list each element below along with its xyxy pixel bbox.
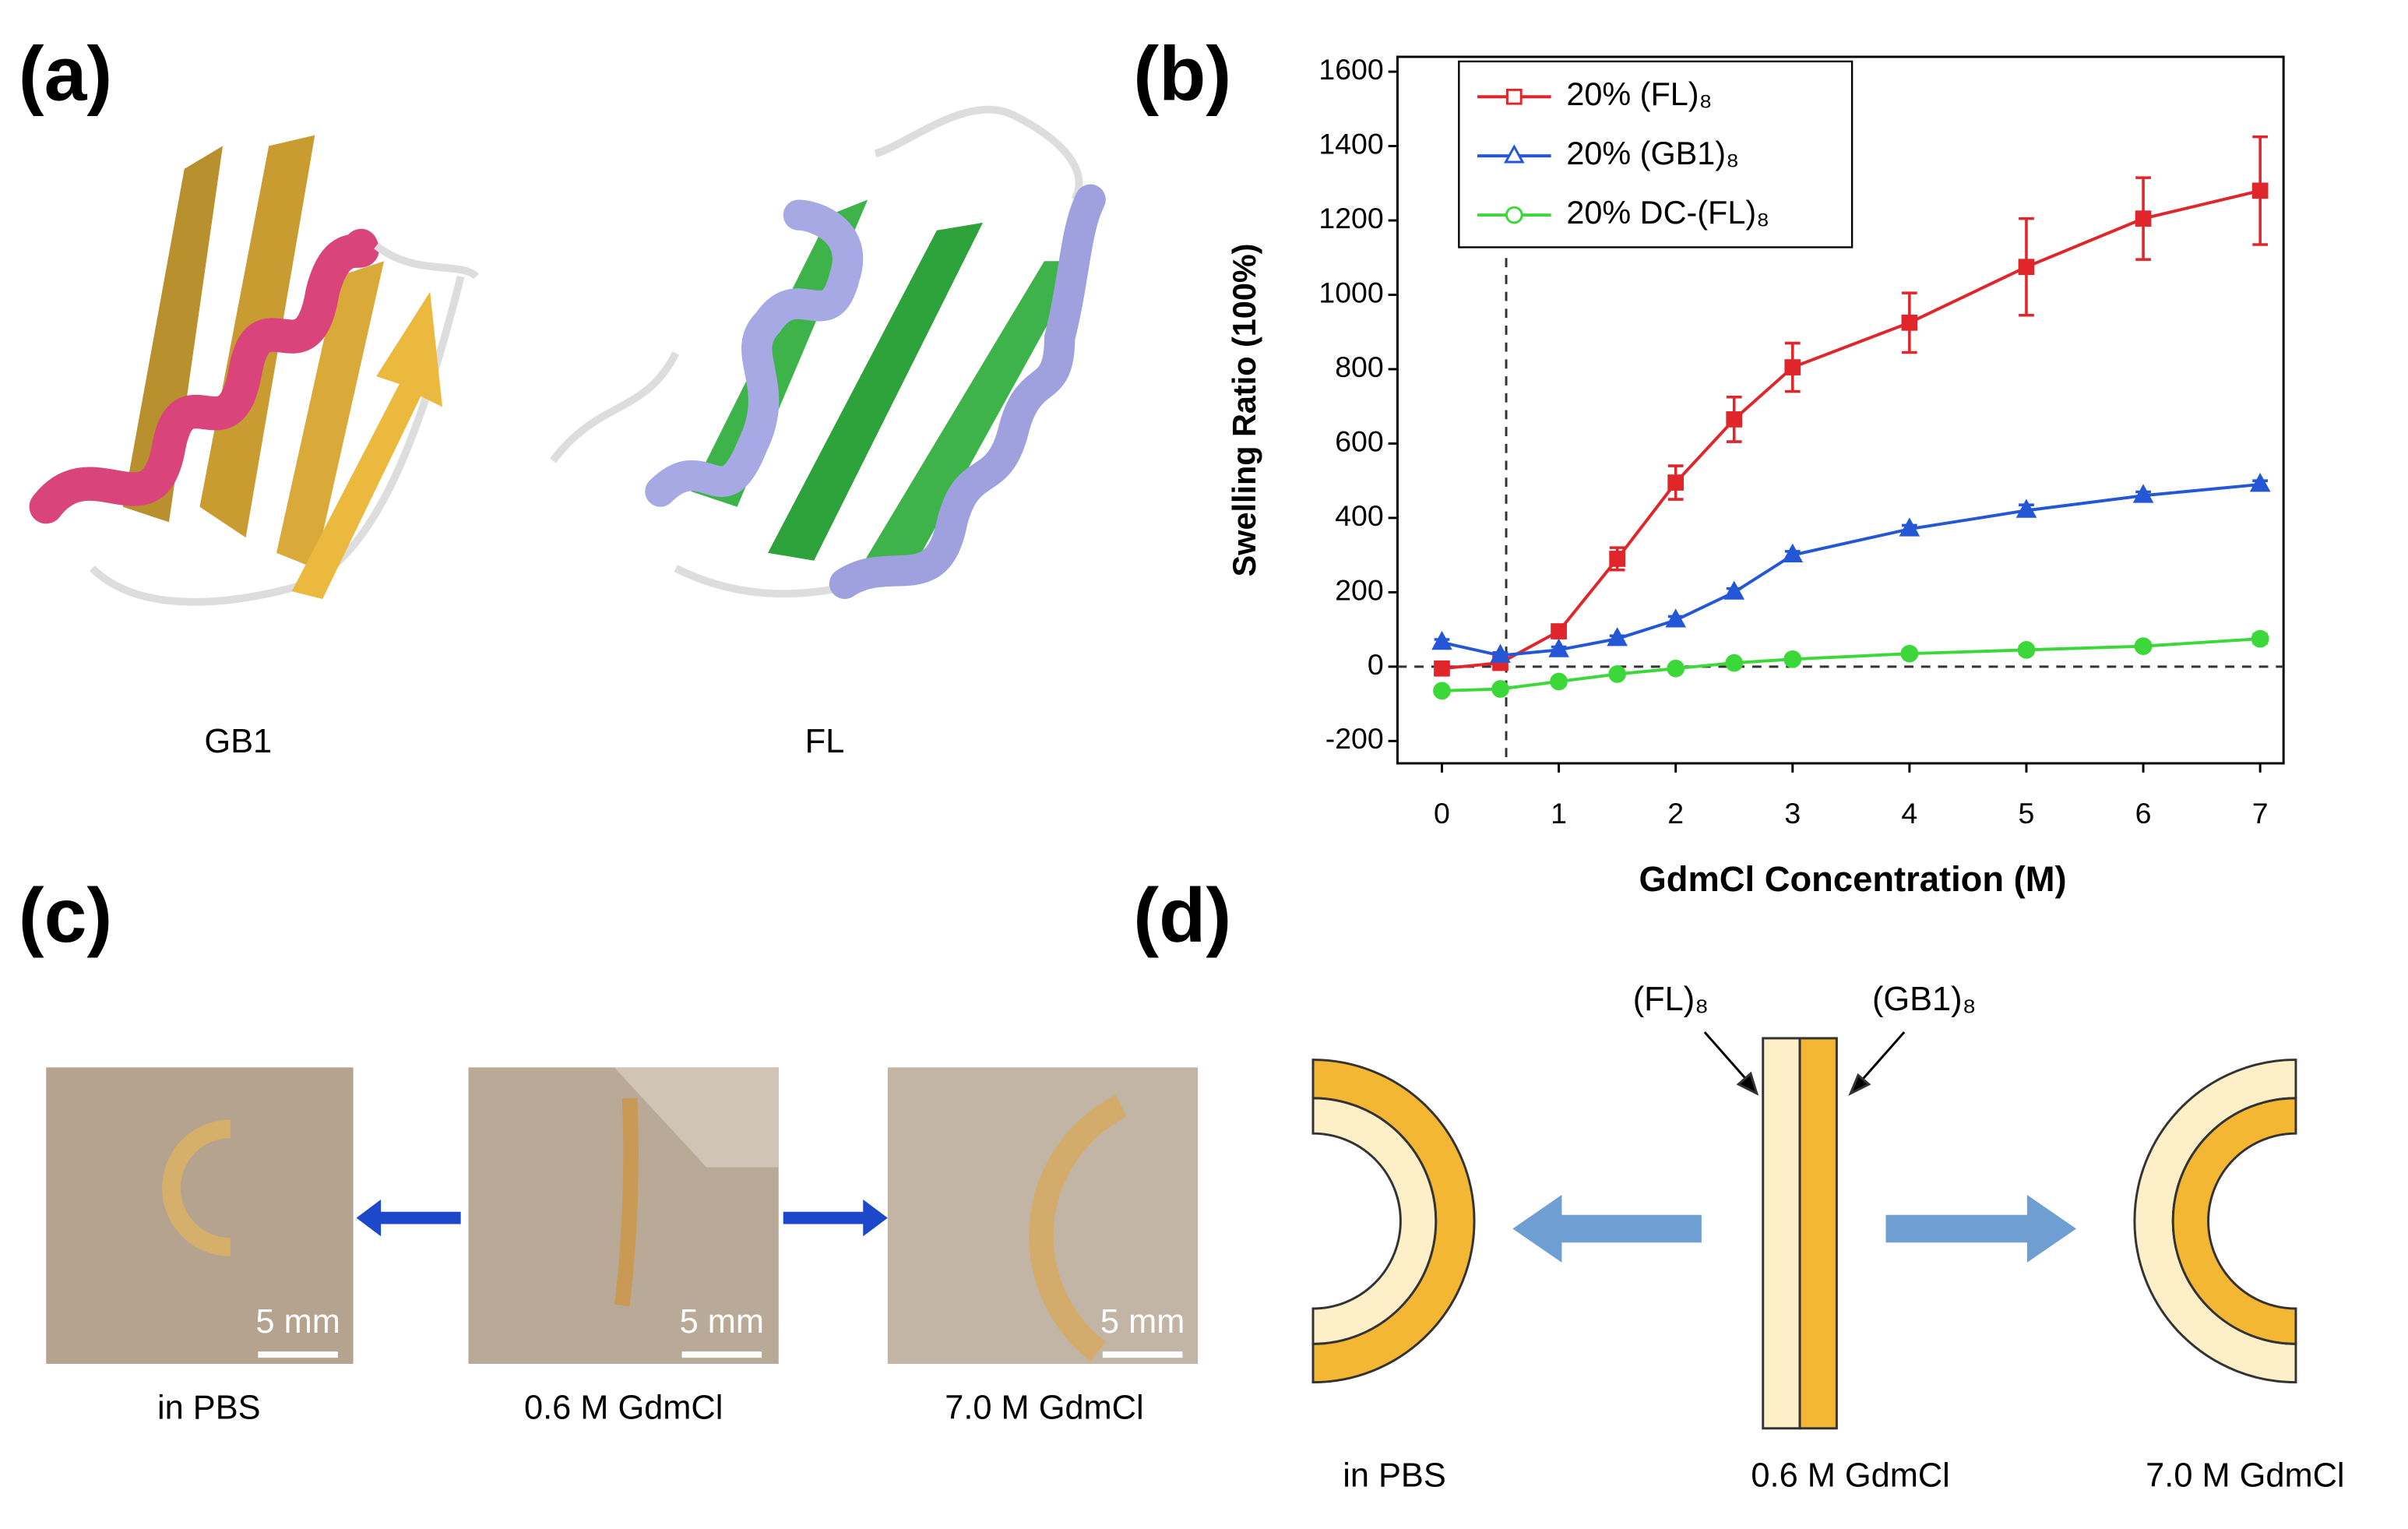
marker (1431, 630, 1452, 650)
x-tick-label: 3 (1784, 797, 1801, 830)
photos (46, 1067, 1199, 1364)
marker (1433, 682, 1451, 700)
legend-marker (1505, 88, 1523, 105)
marker (1551, 623, 1567, 639)
diagram-caption: 7.0 M GdmCl (2146, 1457, 2344, 1494)
marker (1723, 580, 1745, 600)
y-tick-label: 1000 (1318, 276, 1383, 308)
fl-structure (550, 105, 1106, 600)
marker (1667, 474, 1685, 491)
bilayer-diagram (1311, 1031, 2297, 1430)
marker (1608, 665, 1626, 683)
marker (1899, 517, 1920, 537)
marker (1665, 608, 1687, 628)
marker (1726, 411, 1743, 428)
swelling-chart: -200 0 200 400 600 800 1000 1200 1400 1600 0 1 2 3 4 5 6… (1227, 53, 2285, 899)
marker (2251, 629, 2269, 648)
marker (2018, 259, 2035, 276)
y-axis-label: Swelling Ratio (100%) (1227, 244, 1262, 577)
legend-label: 20% (FL)₈ (1566, 76, 1712, 112)
y-tick-label: 600 (1335, 425, 1384, 457)
x-tick-label: 5 (2019, 797, 2035, 830)
x-axis-label: GdmCl Concentration (M) (1639, 859, 2067, 899)
x-tick-label: 7 (2252, 797, 2269, 830)
structure-label: FL (805, 723, 845, 760)
legend-marker (1503, 144, 1525, 164)
layer-label: (GB1)₈ (1872, 981, 1977, 1018)
x-tick-label: 4 (1901, 797, 1917, 830)
marker (1783, 650, 1802, 668)
marker (2249, 473, 2271, 492)
scale-bar-label: 5 mm (680, 1303, 764, 1341)
panel-label: (d) (1133, 872, 1231, 958)
y-tick-label: -200 (1325, 722, 1384, 755)
photo-caption: 7.0 M GdmCl (945, 1390, 1143, 1427)
marker (2017, 641, 2036, 659)
marker (2132, 484, 2154, 503)
scale-bar-label: 5 mm (1100, 1303, 1185, 1341)
plot-frame (1396, 55, 2285, 765)
marker (1901, 314, 1918, 331)
legend-box (1458, 60, 1854, 248)
y-tick-label: 200 (1335, 573, 1384, 606)
structure-label: GB1 (204, 723, 272, 760)
y-tick-label: 800 (1335, 351, 1384, 383)
panel-label: (b) (1133, 31, 1231, 117)
diagram-caption: 0.6 M GdmCl (1751, 1457, 1949, 1494)
x-tick-label: 0 (1434, 797, 1450, 830)
marker (1784, 359, 1801, 375)
legend-label: 20% (GB1)₈ (1566, 136, 1739, 171)
marker (1609, 551, 1625, 567)
x-tick-label: 1 (1551, 797, 1567, 830)
panel-label: (c) (19, 872, 112, 958)
panel-label: (a) (19, 31, 112, 117)
y-tick-label: 400 (1335, 499, 1384, 532)
y-tick-label: 1600 (1318, 53, 1383, 86)
photo-caption: in PBS (157, 1390, 261, 1427)
y-tick-label: 0 (1368, 648, 1384, 681)
marker (1667, 659, 1685, 678)
x-tick-label: 2 (1667, 797, 1684, 830)
marker (2015, 499, 2037, 518)
photo-caption: 0.6 M GdmCl (524, 1390, 723, 1427)
legend-label: 20% DC-(FL)₈ (1566, 195, 1769, 231)
marker (1490, 643, 1511, 663)
gb1-structure (29, 135, 479, 606)
marker (2135, 210, 2152, 227)
marker (1782, 543, 1804, 563)
scale-bar-label: 5 mm (255, 1303, 340, 1341)
marker (1434, 660, 1450, 677)
marker (1548, 638, 1569, 657)
marker (2251, 182, 2269, 199)
layer-label: (FL)₈ (1633, 981, 1709, 1018)
y-tick-label: 1400 (1318, 127, 1383, 160)
marker (1900, 644, 1919, 663)
marker (1550, 672, 1568, 691)
marker (1607, 627, 1628, 646)
series-line (1442, 188, 2261, 671)
diagram-caption: in PBS (1343, 1457, 1446, 1494)
marker (1725, 654, 1744, 672)
legend-marker (1505, 206, 1523, 224)
x-tick-label: 6 (2135, 797, 2152, 830)
y-tick-label: 1200 (1318, 202, 1383, 234)
marker (1491, 680, 1509, 698)
marker (2134, 637, 2153, 655)
